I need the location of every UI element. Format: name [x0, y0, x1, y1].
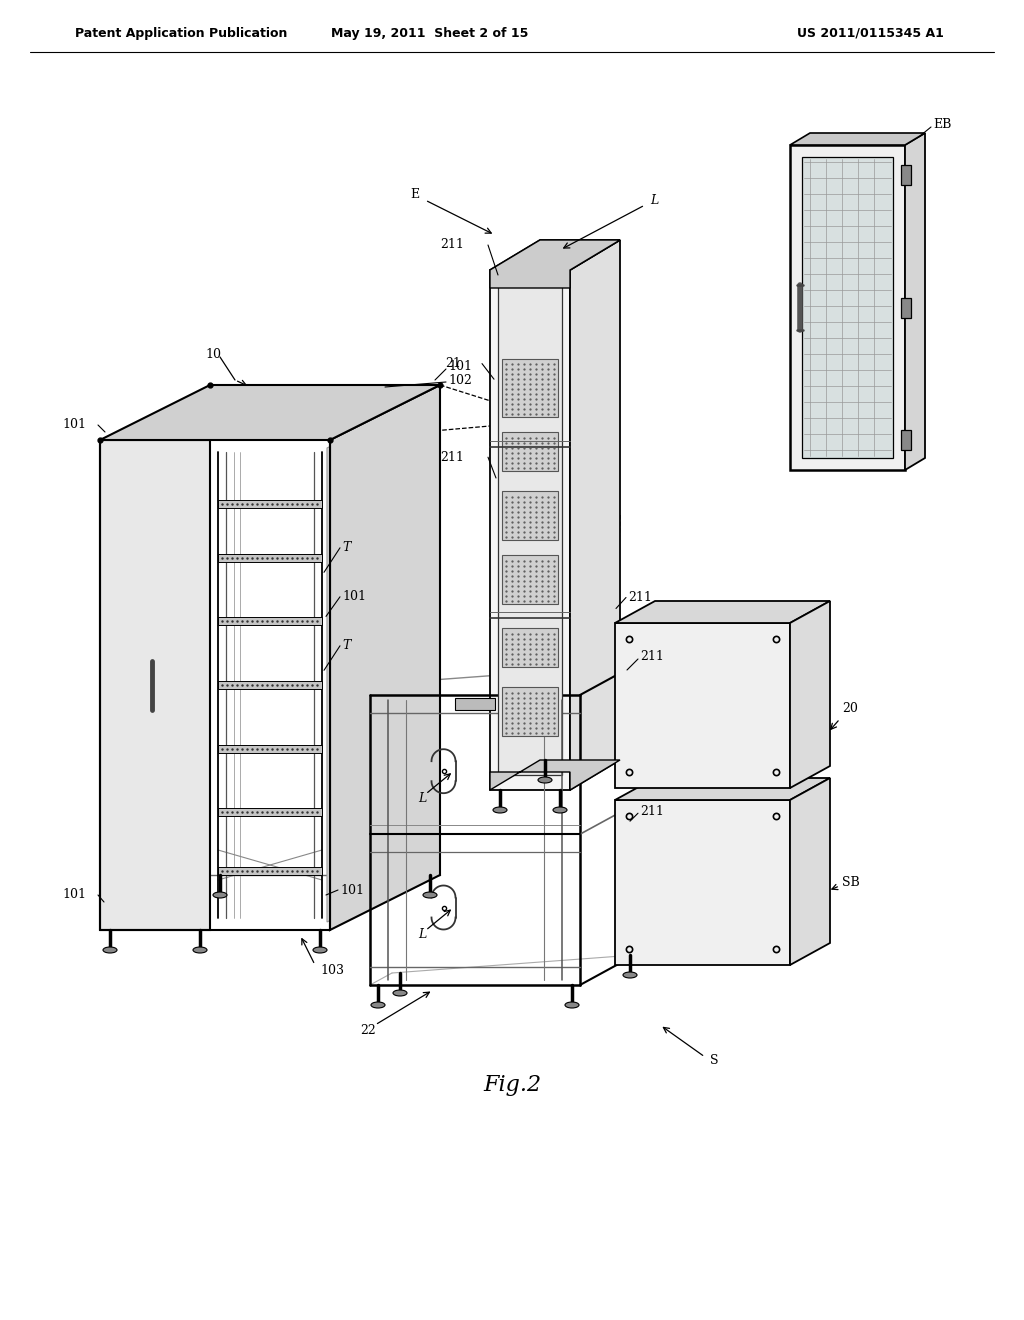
Text: 101: 101	[62, 888, 86, 902]
Polygon shape	[905, 133, 925, 470]
Bar	[455, 698, 495, 710]
FancyBboxPatch shape	[218, 553, 322, 561]
Bar	[502, 432, 558, 471]
Text: 101: 101	[449, 360, 472, 374]
Text: 211: 211	[640, 651, 664, 664]
Polygon shape	[490, 271, 570, 789]
Polygon shape	[498, 285, 562, 775]
Text: E: E	[410, 189, 419, 202]
Ellipse shape	[553, 807, 567, 813]
Polygon shape	[615, 800, 790, 965]
Text: 22: 22	[360, 1023, 376, 1036]
Polygon shape	[802, 157, 893, 458]
FancyBboxPatch shape	[218, 681, 322, 689]
Polygon shape	[790, 145, 905, 470]
Text: US 2011/0115345 A1: US 2011/0115345 A1	[797, 26, 943, 40]
Ellipse shape	[423, 892, 437, 898]
Text: L: L	[650, 194, 658, 206]
Text: May 19, 2011  Sheet 2 of 15: May 19, 2011 Sheet 2 of 15	[332, 26, 528, 40]
Text: T: T	[342, 639, 350, 652]
Polygon shape	[790, 777, 830, 965]
Ellipse shape	[313, 946, 327, 953]
Polygon shape	[615, 623, 790, 788]
Bar	[502, 686, 558, 735]
Bar	[502, 554, 558, 603]
Text: 211: 211	[640, 805, 664, 817]
Text: 21: 21	[445, 358, 461, 370]
Text: 10: 10	[205, 348, 221, 362]
Bar	[502, 359, 558, 417]
Ellipse shape	[213, 892, 227, 898]
Text: 101: 101	[340, 883, 364, 896]
FancyBboxPatch shape	[218, 618, 322, 626]
Text: L: L	[419, 928, 427, 941]
Text: 102: 102	[449, 374, 472, 387]
Text: S: S	[710, 1053, 719, 1067]
Text: 101: 101	[62, 418, 86, 432]
Text: 211: 211	[628, 591, 652, 605]
Text: Fig.2: Fig.2	[483, 1074, 541, 1096]
FancyBboxPatch shape	[218, 500, 322, 508]
Ellipse shape	[565, 1002, 579, 1008]
Polygon shape	[790, 601, 830, 788]
Ellipse shape	[393, 990, 407, 997]
Polygon shape	[615, 777, 830, 800]
Ellipse shape	[623, 972, 637, 978]
Bar	[901, 165, 911, 185]
Text: 211: 211	[440, 239, 464, 252]
Text: EB: EB	[933, 119, 951, 132]
Text: 20: 20	[842, 702, 858, 715]
Text: 101: 101	[342, 590, 366, 603]
Ellipse shape	[193, 946, 207, 953]
Polygon shape	[790, 133, 925, 145]
Bar	[502, 491, 558, 540]
Polygon shape	[490, 240, 620, 288]
Text: L: L	[419, 792, 427, 805]
Bar	[901, 430, 911, 450]
Bar	[901, 297, 911, 318]
Text: T: T	[342, 541, 350, 554]
Ellipse shape	[493, 807, 507, 813]
Polygon shape	[100, 385, 440, 440]
Ellipse shape	[371, 1002, 385, 1008]
FancyBboxPatch shape	[218, 744, 322, 752]
Ellipse shape	[538, 777, 552, 783]
Ellipse shape	[103, 946, 117, 953]
Polygon shape	[490, 760, 620, 789]
Polygon shape	[490, 240, 620, 271]
Polygon shape	[570, 240, 620, 789]
Polygon shape	[100, 440, 210, 931]
Text: 103: 103	[319, 964, 344, 977]
FancyBboxPatch shape	[218, 867, 322, 875]
Polygon shape	[615, 601, 830, 623]
FancyBboxPatch shape	[218, 808, 322, 816]
Text: 211: 211	[440, 450, 464, 463]
Bar	[502, 628, 558, 667]
Polygon shape	[330, 385, 440, 931]
Text: SB: SB	[842, 876, 860, 888]
Polygon shape	[327, 409, 404, 921]
Text: Patent Application Publication: Patent Application Publication	[75, 26, 288, 40]
